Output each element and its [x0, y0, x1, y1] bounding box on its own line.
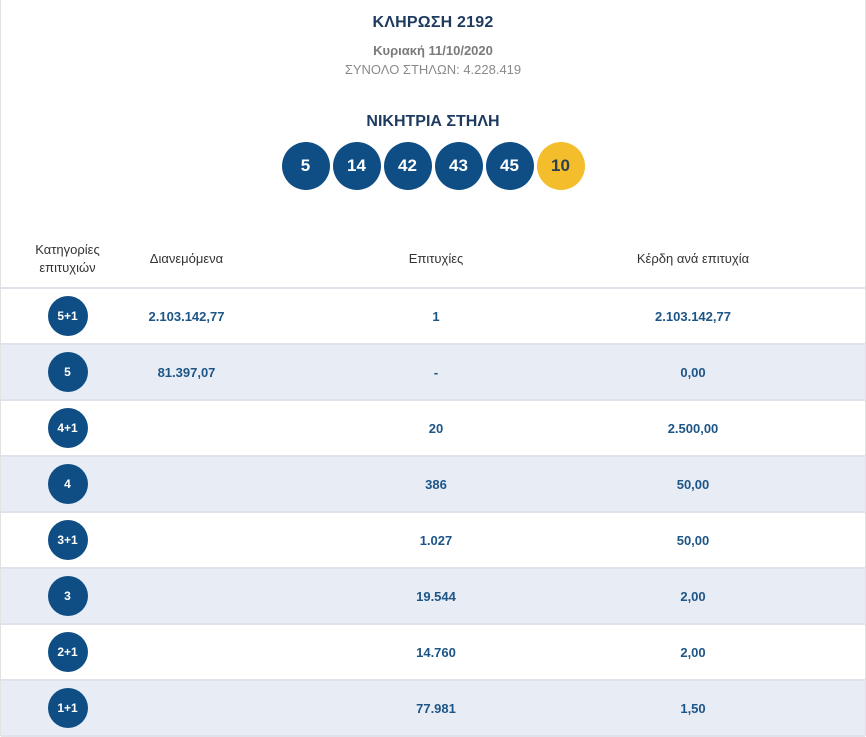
category-badge: 5 — [47, 352, 88, 392]
header-category: Κατηγορίες επιτυχιών — [35, 241, 100, 275]
winners-count: 1.027 — [419, 532, 453, 548]
prize-amount: 2,00 — [680, 588, 706, 604]
table-row: 4 386 50,00 — [1, 457, 865, 513]
category-badge: 3 — [47, 576, 88, 616]
prize-amount: 50,00 — [676, 532, 710, 548]
winning-column-title: ΝΙΚΗΤΡΙΑ ΣΤΗΛΗ — [366, 113, 500, 130]
prize-amount: 2.500,00 — [667, 420, 719, 436]
header-winners: Επιτυχίες — [408, 251, 464, 266]
category-badge: 3+1 — [47, 520, 88, 560]
draw-header: ΚΛΗΡΩΣΗ 2192 Κυριακή 11/10/2020 ΣΥΝΟΛΟ Σ… — [1, 0, 865, 190]
winning-number-ball: 5 — [281, 142, 330, 190]
winners-count: 20 — [428, 420, 444, 436]
draw-title: ΚΛΗΡΩΣΗ 2192 — [372, 14, 494, 31]
winners-count: 1 — [432, 308, 440, 324]
table-row: 3+1 1.027 50,00 — [1, 513, 865, 569]
category-badge: 4 — [47, 464, 88, 504]
prize-table: Κατηγορίες επιτυχιών Διανεμόμενα Επιτυχί… — [1, 230, 865, 737]
table-row: 1+1 77.981 1,50 — [1, 681, 865, 737]
table-row: 5+1 2.103.142,77 1 2.103.142,77 — [1, 289, 865, 345]
winning-number-ball: 43 — [434, 142, 483, 190]
winners-count: 14.760 — [416, 644, 456, 660]
winning-numbers: 5 14 42 43 45 10 — [1, 142, 865, 190]
distributed-amount: 81.397,07 — [157, 364, 216, 380]
prize-amount: 50,00 — [676, 476, 710, 492]
distributed-amount: 2.103.142,77 — [148, 308, 225, 324]
table-row: 4+1 20 2.500,00 — [1, 401, 865, 457]
category-badge: 4+1 — [47, 408, 88, 448]
total-columns: ΣΥΝΟΛΟ ΣΤΗΛΩΝ: 4.228.419 — [344, 62, 522, 77]
prize-amount: 2,00 — [680, 644, 706, 660]
table-row: 5 81.397,07 - 0,00 — [1, 345, 865, 401]
header-prize: Κέρδη ανά επιτυχία — [636, 251, 750, 266]
category-badge: 5+1 — [47, 296, 88, 336]
winners-count: 77.981 — [416, 700, 456, 716]
table-row: 2+1 14.760 2,00 — [1, 625, 865, 681]
prize-amount: 0,00 — [680, 364, 706, 380]
winners-count: 19.544 — [416, 588, 456, 604]
category-badge: 1+1 — [47, 688, 88, 728]
draw-date: Κυριακή 11/10/2020 — [373, 43, 493, 58]
winners-count: 386 — [425, 476, 447, 492]
category-badge: 2+1 — [47, 632, 88, 672]
prize-amount: 2.103.142,77 — [655, 308, 731, 324]
winners-count: - — [433, 364, 439, 380]
header-distributed: Διανεμόμενα — [149, 251, 224, 266]
bonus-number-ball: 10 — [536, 142, 585, 190]
winning-number-ball: 42 — [383, 142, 432, 190]
winning-number-ball: 14 — [332, 142, 381, 190]
table-row: 3 19.544 2,00 — [1, 569, 865, 625]
winning-number-ball: 45 — [485, 142, 534, 190]
prize-table-header: Κατηγορίες επιτυχιών Διανεμόμενα Επιτυχί… — [1, 230, 865, 289]
prize-amount: 1,50 — [680, 700, 706, 716]
